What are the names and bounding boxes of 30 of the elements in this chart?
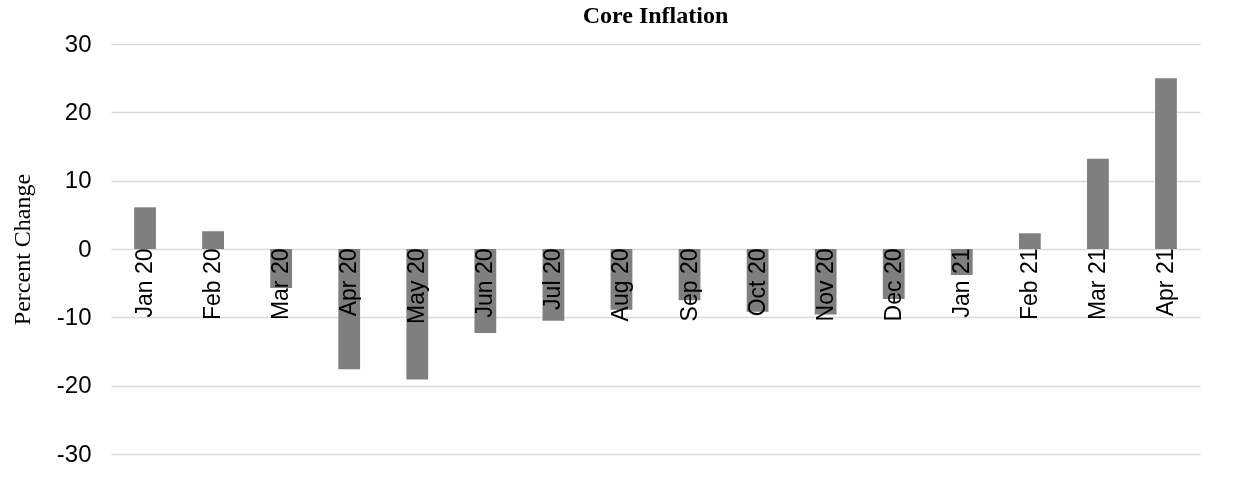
x-tick-label: Mar 21 xyxy=(1083,248,1110,321)
x-tick-label: Jun 20 xyxy=(471,248,498,318)
y-axis-title: Percent Change xyxy=(8,173,35,326)
x-tick-label: Apr 20 xyxy=(335,248,362,317)
x-tick-label: Jan 20 xyxy=(131,248,158,318)
x-tick-label: Feb 20 xyxy=(199,248,226,321)
x-tick-label: Oct 20 xyxy=(743,248,770,317)
y-tick-label: -30 xyxy=(56,439,92,467)
bar xyxy=(134,207,156,249)
chart-title: Core Inflation xyxy=(582,2,729,28)
x-tick-label: Apr 21 xyxy=(1151,248,1178,317)
bar xyxy=(1155,78,1177,249)
bar xyxy=(1018,233,1041,249)
x-tick-label: May 20 xyxy=(403,248,430,324)
x-tick-label: Feb 21 xyxy=(1015,248,1042,321)
x-tick-label: Jan 21 xyxy=(947,248,974,318)
x-tick-label: Mar 20 xyxy=(267,248,294,321)
x-tick-label: Jul 20 xyxy=(539,248,566,310)
y-tick-label: 10 xyxy=(64,166,92,194)
x-tick-label: Sep 20 xyxy=(675,248,702,322)
y-tick-label: 30 xyxy=(64,29,92,57)
y-tick-label: -20 xyxy=(56,371,92,399)
x-tick-label: Aug 20 xyxy=(607,248,634,322)
x-tick-label: Nov 20 xyxy=(811,248,838,322)
bar xyxy=(202,231,224,249)
x-tick-label: Dec 20 xyxy=(879,248,906,322)
bar xyxy=(1087,158,1109,249)
y-tick-label: -10 xyxy=(56,302,92,330)
y-tick-label: 20 xyxy=(64,97,92,125)
y-tick-label: 0 xyxy=(78,234,92,262)
